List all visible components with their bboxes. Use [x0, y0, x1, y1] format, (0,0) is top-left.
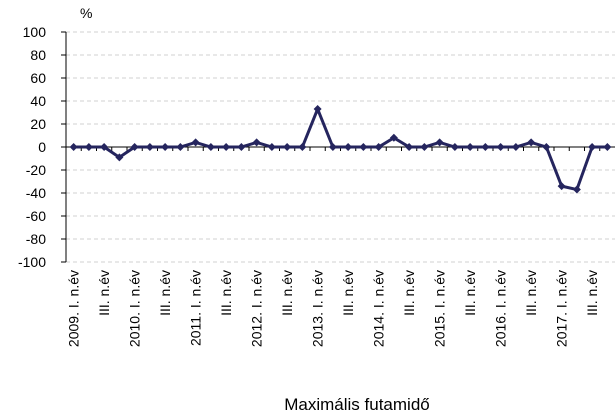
marker [283, 143, 292, 151]
x-tick-label: 2009. I. n.év [66, 270, 82, 347]
y-tick-label: -40 [26, 185, 46, 201]
marker [542, 143, 551, 151]
y-tick-label: 80 [30, 47, 46, 63]
y-tick-label: 60 [30, 70, 46, 86]
x-tick-label: 2012. I. n.év [249, 270, 265, 347]
marker [420, 143, 429, 151]
x-tick-label: 2017. I. n.év [554, 270, 570, 347]
marker [405, 143, 414, 151]
marker [603, 143, 612, 151]
x-tick-label: III. n.év [462, 270, 478, 316]
marker [176, 143, 185, 151]
marker [496, 143, 505, 151]
marker [100, 143, 109, 151]
marker [511, 143, 520, 151]
x-tick-label: III. n.év [584, 270, 600, 316]
marker [344, 143, 353, 151]
x-tick-label: III. n.év [401, 270, 417, 316]
marker [450, 143, 459, 151]
marker [252, 138, 261, 147]
marker [222, 143, 231, 151]
y-tick-label: 20 [30, 116, 46, 132]
marker [206, 143, 215, 151]
marker [191, 138, 200, 147]
y-tick-label: 40 [30, 93, 46, 109]
x-tick-label: III. n.év [279, 270, 295, 316]
marker [69, 143, 78, 151]
x-tick-label: III. n.év [218, 270, 234, 316]
x-tick-label: 2013. I. n.év [310, 270, 326, 347]
marker [374, 143, 383, 151]
x-tick-label: III. n.év [96, 270, 112, 316]
y-axis-label: % [80, 5, 92, 21]
y-tick-label: -60 [26, 208, 46, 224]
x-tick-label: 2014. I. n.év [371, 270, 387, 347]
x-tick-label: 2010. I. n.év [127, 270, 143, 347]
marker [359, 143, 368, 151]
marker [588, 143, 597, 151]
y-tick-label: -80 [26, 231, 46, 247]
x-axis-label: Maximális futamidő [284, 395, 430, 414]
x-tick-label: III. n.év [340, 270, 356, 316]
marker [84, 143, 93, 151]
marker [572, 185, 581, 194]
marker [267, 143, 276, 151]
x-tick-label: III. n.év [523, 270, 539, 316]
y-tick-label: 100 [23, 24, 47, 40]
marker [328, 143, 337, 151]
marker [313, 105, 322, 114]
y-tick-label: -100 [18, 254, 46, 270]
y-tick-label: -20 [26, 162, 46, 178]
x-tick-label: 2011. I. n.év [188, 270, 204, 346]
x-tick-label: III. n.év [157, 270, 173, 316]
marker [130, 143, 139, 151]
marker [435, 138, 444, 147]
marker [527, 138, 536, 147]
marker [237, 143, 246, 151]
marker [557, 182, 566, 191]
x-tick-label: 2015. I. n.év [432, 270, 448, 347]
marker [161, 143, 170, 151]
x-tick-label: 2016. I. n.év [493, 270, 509, 347]
marker [481, 143, 490, 151]
y-tick-label: 0 [38, 139, 46, 155]
marker [115, 153, 124, 162]
marker [466, 143, 475, 151]
marker [389, 133, 398, 142]
marker [298, 143, 307, 151]
marker [145, 143, 154, 151]
